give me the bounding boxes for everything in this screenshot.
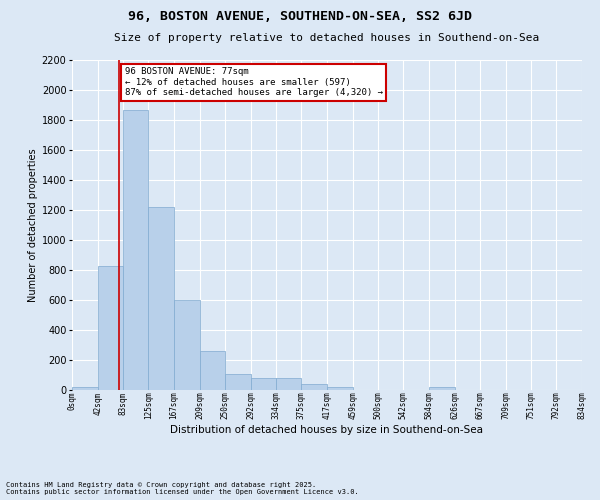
Bar (72, 387, 98, 390)
Text: Contains HM Land Registry data © Crown copyright and database right 2025.: Contains HM Land Registry data © Crown c… (6, 482, 316, 488)
Bar (148, 207, 174, 390)
Text: 96 BOSTON AVENUE: 77sqm
← 12% of detached houses are smaller (597)
87% of semi-d: 96 BOSTON AVENUE: 77sqm ← 12% of detache… (125, 68, 383, 98)
Bar (200, 351, 225, 390)
Bar (225, 374, 251, 390)
Bar (301, 384, 327, 390)
Bar (276, 378, 301, 390)
Text: 96, BOSTON AVENUE, SOUTHEND-ON-SEA, SS2 6JD: 96, BOSTON AVENUE, SOUTHEND-ON-SEA, SS2 … (128, 10, 472, 23)
Bar (327, 387, 353, 390)
Y-axis label: Number of detached properties: Number of detached properties (28, 148, 38, 302)
Bar (429, 387, 455, 390)
X-axis label: Distribution of detached houses by size in Southend-on-Sea: Distribution of detached houses by size … (170, 424, 484, 434)
Bar (251, 378, 276, 390)
Bar (174, 300, 200, 390)
Title: Size of property relative to detached houses in Southend-on-Sea: Size of property relative to detached ho… (115, 32, 539, 42)
Bar (123, 110, 148, 390)
Text: Contains public sector information licensed under the Open Government Licence v3: Contains public sector information licen… (6, 489, 359, 495)
Bar (98, 266, 123, 390)
